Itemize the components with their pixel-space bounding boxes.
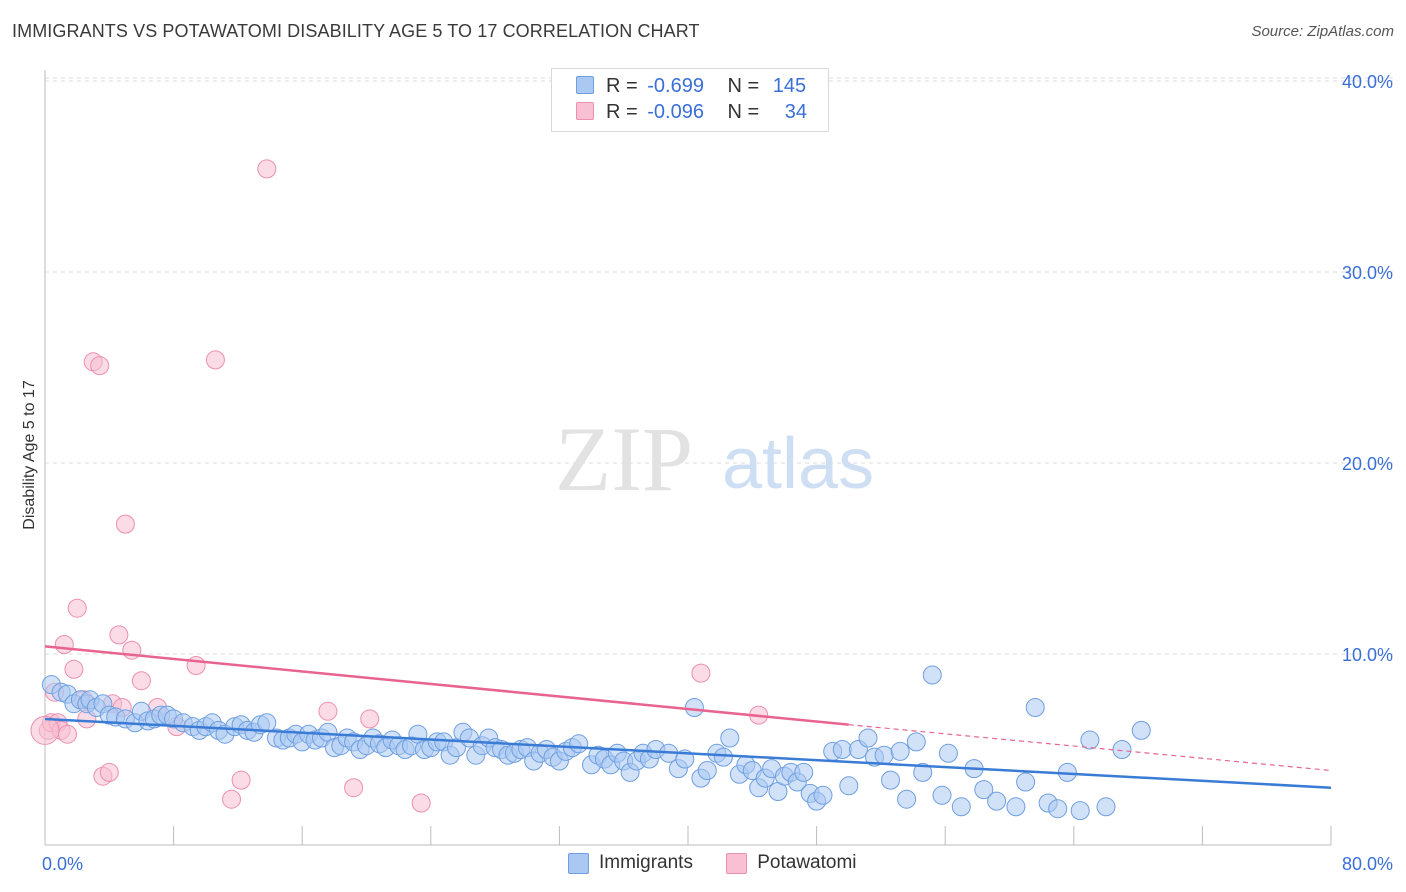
legend-r-value: -0.096 — [647, 101, 704, 123]
immigrants-point — [569, 734, 589, 754]
immigrants-point — [257, 713, 277, 733]
legend-n-label: N = — [727, 75, 760, 97]
potawatomi-point — [411, 793, 431, 813]
potawatomi-point — [58, 724, 77, 744]
legend-n-value: 34 — [784, 101, 808, 123]
potawatomi-point — [109, 625, 129, 645]
potawatomi-point — [90, 356, 110, 376]
watermark-atlas: atlas — [722, 424, 874, 504]
potawatomi-point — [344, 778, 364, 798]
immigrants-point — [813, 785, 833, 805]
legend-row-potawatomi: R = -0.096 N = 34 — [576, 101, 807, 127]
immigrants-point — [713, 747, 733, 767]
potawatomi-trend-line — [44, 645, 849, 726]
grid-lines — [45, 77, 1394, 655]
series-immigrants — [41, 665, 1151, 821]
y-axis-label: Disability Age 5 to 17 — [21, 380, 38, 530]
immigrants-point — [1016, 772, 1036, 792]
series-swatch-potawatomi — [726, 852, 748, 874]
legend-row-immigrants: R = -0.699 N = 145 — [576, 75, 806, 101]
immigrants-point — [906, 732, 926, 752]
potawatomi-point — [222, 789, 241, 809]
legend-r-label: R = — [606, 101, 638, 123]
y-tick-labels: 10.0% 20.0% 30.0% 40.0% — [1342, 72, 1393, 665]
potawatomi-point — [360, 709, 380, 729]
potawatomi-point — [186, 656, 206, 675]
potawatomi-point — [99, 762, 119, 782]
potawatomi-point — [205, 350, 225, 370]
immigrants-point — [951, 797, 971, 817]
immigrants-point — [697, 761, 717, 780]
x-ticks — [44, 826, 1332, 845]
potawatomi-point — [231, 770, 251, 790]
potawatomi-point — [67, 598, 87, 618]
immigrants-point — [874, 745, 894, 765]
potawatomi-point — [691, 663, 711, 683]
immigrants-point — [1112, 740, 1132, 759]
y-tick-label: 40.0% — [1342, 72, 1393, 92]
legend-n-value: 145 — [772, 75, 807, 97]
immigrants-trend-line — [44, 717, 1332, 789]
legend-r-label: R = — [606, 75, 638, 97]
immigrants-point — [913, 762, 933, 782]
legend-n-label: N = — [727, 101, 760, 123]
immigrants-point — [1048, 799, 1068, 819]
series-label-immigrants: Immigrants — [599, 852, 693, 873]
immigrants-point — [858, 728, 878, 748]
x-tick-label-min: 0.0% — [42, 854, 83, 874]
immigrants-point — [1006, 797, 1026, 817]
immigrants-point — [794, 762, 814, 782]
immigrants-point — [1131, 720, 1151, 740]
immigrants-point — [922, 665, 942, 685]
potawatomi-point — [64, 659, 84, 679]
immigrants-point — [1070, 801, 1090, 821]
series-label-potawatomi: Potawatomi — [757, 852, 857, 873]
immigrants-point — [890, 741, 910, 761]
potawatomi-point — [30, 715, 60, 745]
series-legend-immigrants[interactable]: Immigrants — [568, 852, 693, 874]
x-tick-label-max: 80.0% — [1342, 854, 1393, 874]
y-tick-label: 10.0% — [1342, 645, 1393, 665]
series-swatch-immigrants — [568, 852, 589, 874]
watermark: ZIP atlas — [555, 408, 874, 510]
chart-title: IMMIGRANTS VS POTAWATOMI DISABILITY AGE … — [12, 21, 700, 41]
potawatomi-point — [54, 635, 74, 654]
legend-r-value: -0.699 — [647, 75, 704, 97]
immigrants-point — [897, 789, 917, 809]
series-legend-potawatomi[interactable]: Potawatomi — [726, 852, 857, 874]
immigrants-point — [1025, 698, 1045, 717]
immigrants-point — [932, 785, 952, 805]
immigrants-point — [720, 728, 740, 748]
immigrants-point — [684, 698, 704, 717]
immigrants-point — [881, 770, 900, 790]
correlation-legend: R = -0.699 N = 145 R = -0.096 N = 34 — [551, 68, 829, 132]
immigrants-point — [839, 776, 859, 796]
y-tick-label: 20.0% — [1342, 454, 1393, 474]
immigrants-point — [1080, 730, 1100, 750]
series-potawatomi — [30, 159, 769, 813]
series-legend: Immigrants Potawatomi — [568, 852, 885, 880]
immigrants-point — [987, 791, 1007, 811]
legend-swatch-immigrants — [576, 76, 594, 94]
trend-lines — [44, 645, 1332, 789]
immigrants-point — [1096, 797, 1116, 817]
potawatomi-point — [131, 671, 151, 691]
watermark-zip: ZIP — [555, 408, 693, 510]
immigrants-point — [832, 740, 852, 759]
potawatomi-point — [115, 514, 135, 534]
source-label: Source: ZipAtlas.com — [1251, 23, 1394, 40]
legend-swatch-potawatomi — [576, 102, 594, 120]
potawatomi-point — [257, 159, 277, 179]
immigrants-point — [938, 743, 958, 763]
immigrants-point — [974, 780, 994, 800]
potawatomi-point — [318, 701, 338, 721]
y-tick-label: 30.0% — [1342, 263, 1393, 283]
